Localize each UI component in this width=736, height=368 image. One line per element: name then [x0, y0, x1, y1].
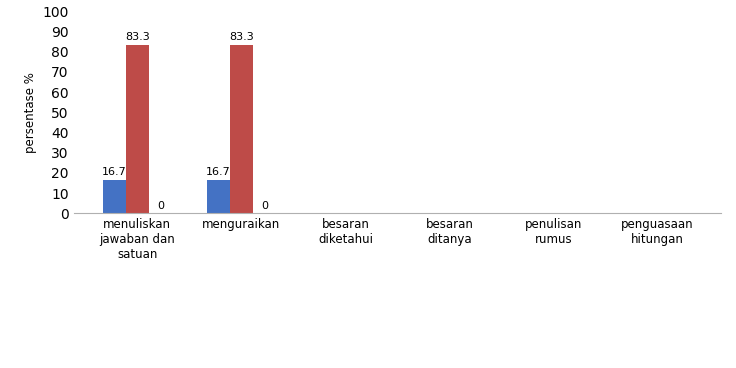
Y-axis label: persentase %: persentase %: [24, 72, 37, 153]
Bar: [103, 180, 126, 213]
Text: 16.7: 16.7: [102, 167, 127, 177]
Bar: [126, 45, 149, 213]
Bar: [207, 180, 230, 213]
Bar: [230, 45, 253, 213]
Text: 0: 0: [157, 201, 163, 211]
Text: 0: 0: [261, 201, 268, 211]
Text: 83.3: 83.3: [125, 32, 149, 42]
Text: 16.7: 16.7: [206, 167, 231, 177]
Text: 83.3: 83.3: [229, 32, 254, 42]
